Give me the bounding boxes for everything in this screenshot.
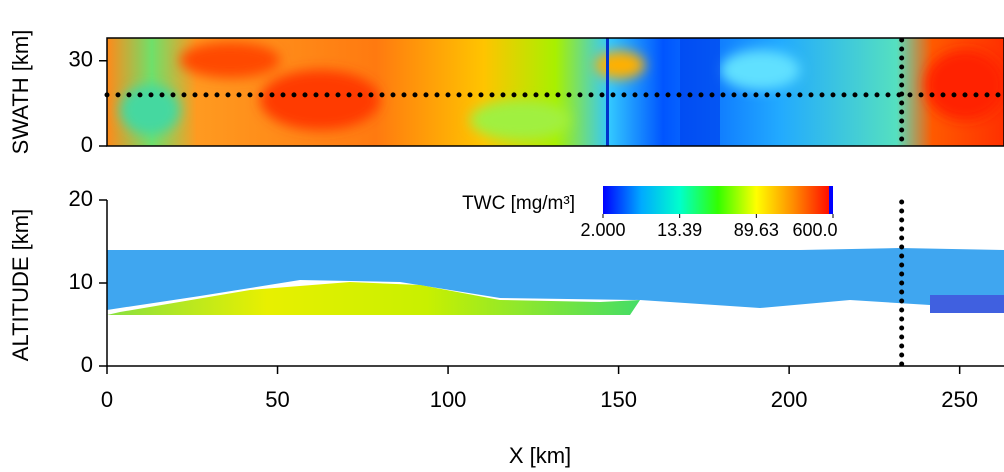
y-tick-label: 10 <box>69 269 93 294</box>
x-tick-label: 100 <box>430 387 467 412</box>
y-tick-label: 0 <box>81 132 93 157</box>
x-axis-label: X [km] <box>509 443 571 468</box>
altitude-heatmap <box>107 248 1004 315</box>
x-tick-label: 0 <box>101 387 113 412</box>
colorbar-tick-label: 13.39 <box>657 220 702 240</box>
y-axis-label: SWATH [km] <box>8 30 33 155</box>
swath-frame <box>106 37 1004 147</box>
colorbar <box>603 186 833 214</box>
y-tick-label: 0 <box>81 352 93 377</box>
x-tick-label: 50 <box>265 387 289 412</box>
colorbar-tick-label: 89.63 <box>734 220 779 240</box>
swath-heatmap <box>107 38 1004 146</box>
x-tick-label: 250 <box>941 387 978 412</box>
colorbar-end <box>829 186 833 214</box>
colorbar-tick-label: 600.0 <box>792 220 837 240</box>
x-tick-label: 150 <box>600 387 637 412</box>
y-tick-label: 20 <box>69 186 93 211</box>
colorbar-label: TWC [mg/m³] <box>462 193 575 214</box>
x-tick-label: 200 <box>771 387 808 412</box>
colorbar-tick-label: 2.000 <box>580 220 625 240</box>
y-axis-label: ALTITUDE [km] <box>8 209 33 361</box>
y-tick-label: 30 <box>69 47 93 72</box>
